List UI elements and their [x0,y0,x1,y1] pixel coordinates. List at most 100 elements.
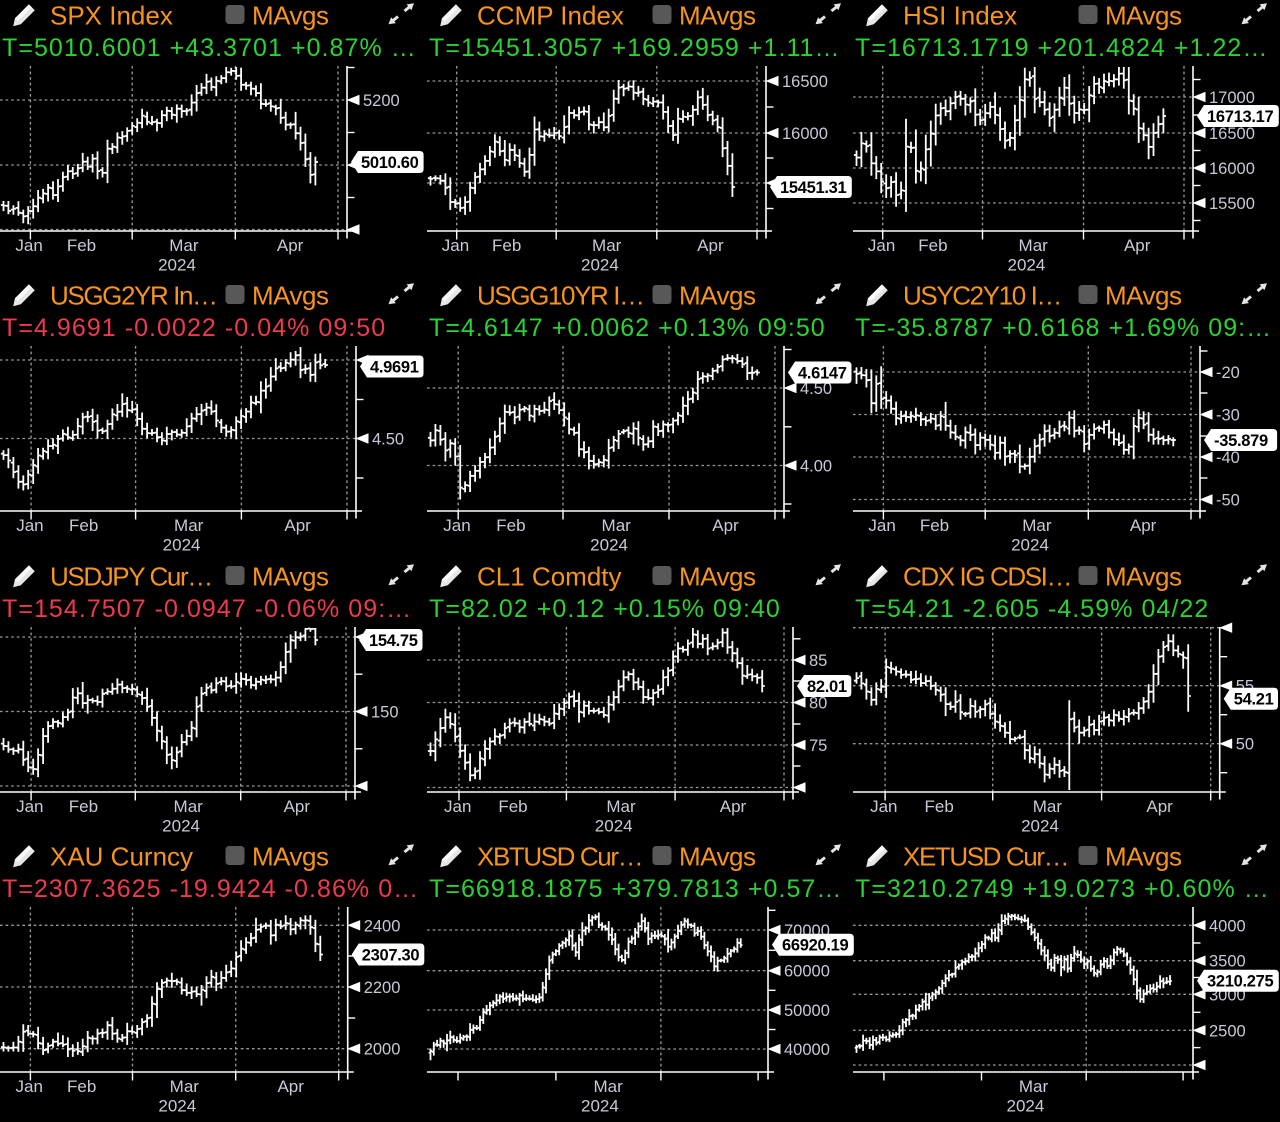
svg-text:T=154.7507 -0.0947 -0.06% 09:…: T=154.7507 -0.0947 -0.06% 09:… [2,595,412,623]
svg-text:Feb: Feb [496,516,525,535]
svg-text:T=-35.8787 +0.6168 +1.69% 09:…: T=-35.8787 +0.6168 +1.69% 09:… [855,314,1272,342]
svg-text:Jan: Jan [868,236,895,255]
svg-text:Apr: Apr [1147,797,1174,816]
svg-text:MAvgs: MAvgs [1105,1,1182,31]
svg-text:Mar: Mar [174,797,204,816]
svg-text:Jan: Jan [444,797,471,816]
svg-text:2024: 2024 [1008,256,1046,275]
svg-text:3500: 3500 [1209,952,1246,970]
svg-text:T=15451.3057 +169.2959 +1.11…: T=15451.3057 +169.2959 +1.11… [429,34,841,62]
svg-text:USDJPY Cur…: USDJPY Cur… [50,561,212,591]
svg-text:5010.60: 5010.60 [361,154,419,172]
svg-text:Mar: Mar [169,236,199,255]
svg-text:50: 50 [1236,735,1254,753]
svg-text:Feb: Feb [919,236,948,255]
svg-text:Feb: Feb [69,797,98,816]
svg-text:Mar: Mar [601,516,631,535]
svg-text:5200: 5200 [363,92,400,110]
svg-text:XETUSD Cur…: XETUSD Cur… [903,841,1068,871]
svg-text:75: 75 [809,737,827,755]
svg-text:Mar: Mar [1019,1077,1049,1096]
svg-text:Jan: Jan [15,236,42,255]
svg-text:82.01: 82.01 [807,677,847,695]
svg-text:MAvgs: MAvgs [679,281,756,311]
svg-text:Feb: Feb [492,236,521,255]
svg-text:T=54.21 -2.605 -4.59% 04/22: T=54.21 -2.605 -4.59% 04/22 [855,595,1209,623]
svg-text:2024: 2024 [1021,816,1059,835]
svg-text:2024: 2024 [581,1096,619,1115]
svg-text:-50: -50 [1216,492,1240,510]
svg-text:Feb: Feb [498,797,527,816]
svg-text:Mar: Mar [592,236,622,255]
svg-text:-40: -40 [1216,449,1240,467]
svg-text:Apr: Apr [284,516,311,535]
svg-text:2024: 2024 [158,1096,196,1115]
svg-text:2024: 2024 [594,816,632,835]
svg-text:Feb: Feb [920,516,949,535]
svg-text:80: 80 [809,694,827,712]
svg-text:2024: 2024 [1007,1096,1045,1115]
svg-text:Jan: Jan [443,516,470,535]
svg-text:Feb: Feb [69,516,98,535]
svg-text:T=66918.1875 +379.7813 +0.57…: T=66918.1875 +379.7813 +0.57… [429,875,842,903]
svg-text:2024: 2024 [581,256,619,275]
svg-text:16000: 16000 [1209,160,1255,178]
svg-text:MAvgs: MAvgs [679,561,756,591]
svg-text:2024: 2024 [1011,536,1049,555]
svg-text:T=3210.2749 +19.0273 +0.60% …: T=3210.2749 +19.0273 +0.60% … [855,875,1270,903]
svg-text:-20: -20 [1216,364,1240,382]
svg-text:Feb: Feb [67,1077,96,1096]
svg-text:16713.17: 16713.17 [1207,108,1274,126]
svg-text:4000: 4000 [1209,917,1246,935]
svg-text:Jan: Jan [869,516,896,535]
svg-text:T=82.02 +0.12 +0.15% 09:40: T=82.02 +0.12 +0.15% 09:40 [429,595,781,623]
svg-text:2024: 2024 [162,816,200,835]
svg-text:Mar: Mar [1019,236,1049,255]
svg-text:T=16713.1719 +201.4824 +1.22…: T=16713.1719 +201.4824 +1.22… [855,34,1268,62]
svg-text:CDX IG CDSI…: CDX IG CDSI… [903,561,1071,591]
svg-text:4.00: 4.00 [800,458,832,476]
svg-text:CL1 Comdty: CL1 Comdty [477,561,622,591]
svg-text:154.75: 154.75 [369,631,418,649]
svg-text:USGG10YR I…: USGG10YR I… [477,281,644,311]
svg-text:MAvgs: MAvgs [252,281,329,311]
svg-text:4.50: 4.50 [372,431,404,449]
svg-text:2500: 2500 [1209,1022,1246,1040]
svg-text:Mar: Mar [1023,516,1053,535]
svg-text:T=2307.3625 -19.9424 -0.86% 0…: T=2307.3625 -19.9424 -0.86% 0… [2,875,419,903]
svg-text:-30: -30 [1216,407,1240,425]
svg-text:2200: 2200 [364,979,401,997]
svg-text:40000: 40000 [784,1041,830,1059]
svg-text:CCMP Index: CCMP Index [477,1,624,31]
svg-text:MAvgs: MAvgs [252,1,329,31]
svg-text:60000: 60000 [784,962,830,980]
svg-text:16500: 16500 [1209,125,1255,143]
svg-text:Apr: Apr [1124,236,1151,255]
svg-text:2400: 2400 [364,917,401,935]
svg-text:XBTUSD Cur…: XBTUSD Cur… [477,841,642,871]
svg-text:Jan: Jan [16,797,43,816]
svg-text:4.9691: 4.9691 [370,359,419,377]
svg-text:MAvgs: MAvgs [252,561,329,591]
svg-text:Apr: Apr [719,797,746,816]
svg-text:HSI Index: HSI Index [903,1,1017,31]
svg-text:MAvgs: MAvgs [1105,841,1182,871]
svg-text:4.6147: 4.6147 [798,365,847,383]
svg-text:66920.19: 66920.19 [782,936,849,954]
svg-text:2307.30: 2307.30 [362,946,420,964]
svg-text:16000: 16000 [782,125,828,143]
svg-text:150: 150 [371,703,399,721]
svg-text:T=4.6147 +0.0062 +0.13% 09:50: T=4.6147 +0.0062 +0.13% 09:50 [429,314,826,342]
svg-text:15451.31: 15451.31 [780,179,847,197]
svg-text:16500: 16500 [782,73,828,91]
svg-text:MAvgs: MAvgs [1105,561,1182,591]
svg-text:Apr: Apr [277,236,304,255]
svg-text:-35.879: -35.879 [1214,432,1268,450]
svg-text:MAvgs: MAvgs [679,1,756,31]
svg-text:17000: 17000 [1209,89,1255,107]
svg-text:Apr: Apr [1130,516,1157,535]
svg-text:Apr: Apr [697,236,724,255]
svg-text:T=5010.6001 +43.3701 +0.87% …: T=5010.6001 +43.3701 +0.87% … [2,34,417,62]
svg-text:Apr: Apr [277,1077,304,1096]
svg-text:2024: 2024 [163,536,201,555]
